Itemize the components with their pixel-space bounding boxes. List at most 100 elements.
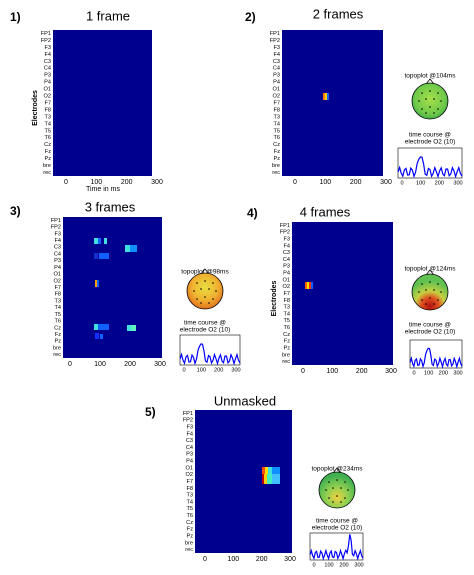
- mini-x-tick: 0: [182, 367, 185, 373]
- x-axis-label: Time in ms: [86, 186, 120, 193]
- x-tick-label: 0: [203, 556, 207, 563]
- time-course-label: electrode O2 (10): [312, 525, 363, 532]
- heatmap: [292, 222, 393, 365]
- x-tick-label: 100: [90, 179, 102, 186]
- activation: [131, 325, 136, 331]
- electrode-label: P4: [44, 80, 51, 86]
- electrode-dot: [196, 298, 198, 300]
- mini-x-tick: 200: [339, 562, 348, 568]
- mini-x-tick: 300: [354, 562, 363, 568]
- topoplot-head: [318, 471, 356, 509]
- electrode-dot: [425, 289, 427, 291]
- electrode-label: F8: [54, 292, 61, 298]
- topoplot-label: topoplot @104ms: [404, 73, 456, 80]
- electrode-label: T4: [54, 305, 61, 311]
- activation: [94, 238, 98, 244]
- x-tick-label: 200: [121, 179, 133, 186]
- electrode-label: FP2: [280, 230, 290, 236]
- electrode-dot: [212, 282, 214, 284]
- electrode-label: Cz: [54, 325, 61, 331]
- electrode-label: F8: [283, 298, 290, 304]
- electrode-dot: [421, 283, 423, 285]
- time-course-label: electrode O2 (10): [405, 329, 456, 336]
- electrode-label: Fz: [55, 332, 61, 338]
- activation: [99, 253, 109, 259]
- mini-x-tick: 0: [412, 370, 415, 376]
- electrode-dot: [437, 92, 439, 94]
- time-course-line: [397, 156, 463, 179]
- electrode-label: P3: [186, 452, 193, 458]
- electrode-label: O1: [44, 87, 51, 93]
- electrode-label: bre: [282, 352, 290, 358]
- electrode-dot: [437, 299, 439, 301]
- panel-title: 2 frames: [313, 6, 364, 21]
- electrode-label: T4: [283, 311, 290, 317]
- electrode-dot: [418, 291, 420, 293]
- activation: [272, 467, 280, 474]
- electrode-dot: [204, 296, 206, 298]
- electrode-label: C4: [273, 66, 280, 72]
- electrode-label: FP2: [41, 38, 51, 44]
- electrode-label: F7: [44, 100, 51, 106]
- electrode-label: C4: [44, 66, 51, 72]
- electrode-label: rec: [43, 170, 51, 176]
- x-tick-label: 200: [356, 368, 368, 375]
- x-tick-label: 300: [385, 368, 397, 375]
- activation: [323, 93, 325, 100]
- activation: [125, 245, 130, 252]
- activation: [130, 245, 137, 252]
- topoplot-label: topoplot @124ms: [404, 266, 456, 273]
- electrode-dot: [344, 497, 346, 499]
- panel-title: 4 frames: [300, 204, 351, 219]
- electrode-label: FP2: [270, 38, 280, 44]
- electrode-dot: [421, 108, 423, 110]
- electrode-dot: [437, 108, 439, 110]
- electrode-label: FP1: [51, 218, 61, 224]
- electrode-dot: [433, 303, 435, 305]
- electrode-dot: [433, 98, 435, 100]
- mini-x-tick: 200: [214, 367, 223, 373]
- electrode-label: F3: [44, 45, 51, 51]
- time-course-label: time course @: [316, 518, 358, 525]
- electrode-label: P3: [44, 73, 51, 79]
- x-tick-label: 200: [124, 361, 136, 368]
- electrode-label: T3: [44, 114, 51, 120]
- activation: [309, 282, 311, 289]
- electrode-label: Cz: [44, 142, 51, 148]
- electrode-label: F3: [273, 45, 280, 51]
- nose: [200, 268, 210, 275]
- time-course-line: [309, 534, 364, 561]
- electrode-dot: [429, 90, 431, 92]
- electrode-label: Pz: [273, 156, 280, 162]
- electrode-label: P4: [283, 271, 290, 277]
- electrode-label: P4: [54, 265, 61, 271]
- nose: [425, 269, 435, 276]
- panel-label: 3): [10, 204, 21, 218]
- electrode-dot: [328, 497, 330, 499]
- electrode-label: T5: [273, 128, 280, 134]
- electrode-label: T3: [54, 298, 61, 304]
- electrode-label: F3: [283, 237, 290, 243]
- mini-x-tick: 100: [424, 370, 433, 376]
- electrode-dot: [200, 302, 202, 304]
- electrode-dot: [340, 487, 342, 489]
- heatmap: [282, 30, 383, 176]
- electrode-label: F3: [54, 231, 61, 237]
- electrode-dot: [433, 289, 435, 291]
- electrode-label: bre: [185, 540, 193, 546]
- electrode-dot: [425, 112, 427, 114]
- mini-x-tick: 100: [197, 367, 206, 373]
- x-tick-label: 0: [64, 179, 68, 186]
- x-tick-label: 100: [227, 556, 239, 563]
- y-axis-label: Electrodes: [271, 280, 278, 316]
- activation: [95, 333, 99, 339]
- electrode-label: O2: [54, 278, 61, 284]
- electrode-label: rec: [282, 359, 290, 365]
- electrode-dot: [429, 106, 431, 108]
- activation: [104, 238, 107, 244]
- electrode-dot: [200, 288, 202, 290]
- activation: [95, 280, 97, 287]
- electrode-label: F8: [44, 107, 51, 113]
- electrode-label: O1: [186, 465, 193, 471]
- activation: [127, 325, 131, 331]
